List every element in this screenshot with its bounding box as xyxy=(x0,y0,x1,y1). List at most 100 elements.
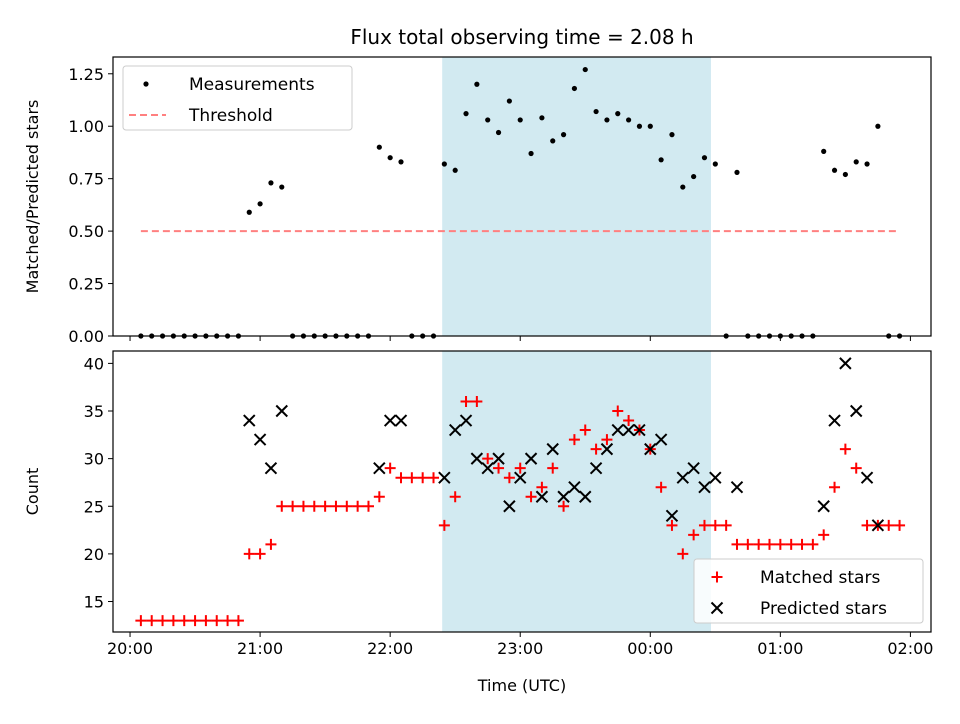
data-point xyxy=(560,132,567,138)
data-point xyxy=(503,500,516,513)
legend: Measurements Threshold xyxy=(122,65,353,131)
data-point xyxy=(352,500,364,512)
data-point xyxy=(647,123,653,129)
data-point xyxy=(428,472,440,484)
data-point xyxy=(582,66,588,73)
data-point xyxy=(398,159,404,165)
data-point xyxy=(373,461,386,475)
data-point xyxy=(601,434,613,446)
y-tick-label: 1.25 xyxy=(68,65,104,84)
data-point xyxy=(853,159,859,165)
data-point xyxy=(243,548,255,560)
data-point xyxy=(698,481,711,494)
data-point xyxy=(135,615,147,627)
x-axis-label: Time (UTC) xyxy=(477,676,566,695)
data-point xyxy=(265,538,277,550)
data-point xyxy=(636,123,643,129)
x-tick-label: 22:00 xyxy=(367,639,413,658)
data-point xyxy=(571,85,578,92)
axes-frame xyxy=(112,56,932,337)
data-point xyxy=(438,471,451,484)
data-point xyxy=(864,161,870,167)
data-point xyxy=(167,615,179,627)
data-point xyxy=(279,184,285,190)
data-point xyxy=(730,481,744,494)
data-point xyxy=(796,538,808,550)
data-point xyxy=(200,615,212,627)
series-predicted-stars xyxy=(243,357,885,532)
y-tick-label: 35 xyxy=(84,402,104,421)
data-point xyxy=(246,209,252,215)
legend-swatch xyxy=(710,601,724,615)
data-point xyxy=(883,519,895,531)
data-point xyxy=(720,519,732,531)
data-point xyxy=(709,519,721,531)
data-point xyxy=(764,538,776,550)
data-point xyxy=(626,117,632,123)
data-point xyxy=(254,548,266,560)
data-point xyxy=(860,471,874,484)
data-point xyxy=(604,117,610,123)
data-point xyxy=(709,471,722,484)
data-point xyxy=(470,452,484,465)
data-point xyxy=(482,453,494,465)
data-point xyxy=(275,404,288,418)
data-point xyxy=(590,443,602,455)
data-point xyxy=(383,414,397,427)
data-point xyxy=(376,144,382,150)
data-point xyxy=(579,490,592,503)
y-tick-label: 0.00 xyxy=(68,327,104,346)
legend-label: Threshold xyxy=(188,106,273,126)
data-point xyxy=(633,423,646,437)
y-tick-label: 20 xyxy=(84,545,104,564)
data-point xyxy=(493,462,505,474)
legend-label: Measurements xyxy=(189,75,315,95)
data-point xyxy=(330,500,342,512)
y-tick-label: 25 xyxy=(84,497,104,516)
data-point xyxy=(593,108,599,115)
data-point xyxy=(817,500,830,513)
data-point xyxy=(644,442,657,456)
data-point xyxy=(807,538,819,550)
data-point xyxy=(546,442,559,456)
y-tick-label: 0.75 xyxy=(68,170,104,189)
data-point xyxy=(492,452,505,465)
data-point xyxy=(459,414,473,427)
data-point xyxy=(829,481,841,493)
legend-swatch xyxy=(143,81,149,87)
y-tick-label: 40 xyxy=(84,354,104,373)
data-point xyxy=(680,184,686,190)
data-point xyxy=(308,500,320,512)
data-point xyxy=(691,173,697,180)
data-point xyxy=(861,519,873,531)
data-point xyxy=(384,462,396,474)
data-point xyxy=(539,115,545,121)
data-point xyxy=(842,171,848,178)
x-tick-label: 21:00 xyxy=(237,639,283,658)
y-axis-label: Matched/Predicted stars xyxy=(23,100,42,294)
data-point xyxy=(669,132,675,138)
data-point xyxy=(550,138,556,144)
x-tick-label: 02:00 xyxy=(887,639,933,658)
bottom-panel: 20:00 21:00 22:00 23:00 00:00 01:00 02:00 15 20 2… xyxy=(23,350,933,695)
top-panel: 0.00 0.25 0.50 0.75 1.00 1.25 Flux total obser… xyxy=(23,25,932,346)
highlight-span xyxy=(442,57,711,336)
data-point xyxy=(449,491,461,503)
data-point xyxy=(547,462,559,474)
x-tick-label: 01:00 xyxy=(757,639,803,658)
data-point xyxy=(579,424,591,436)
data-point xyxy=(514,462,526,474)
data-point xyxy=(687,461,700,475)
data-point xyxy=(438,519,450,531)
data-point xyxy=(222,615,234,627)
axes-frame xyxy=(112,350,932,633)
data-point xyxy=(742,538,754,550)
x-tick-label: 00:00 xyxy=(627,639,673,658)
data-point xyxy=(665,509,679,522)
data-point xyxy=(666,519,678,531)
data-point xyxy=(658,157,664,163)
data-point xyxy=(452,167,458,173)
data-point xyxy=(146,615,158,627)
data-point xyxy=(589,461,603,475)
legend-label: Matched stars xyxy=(760,568,880,588)
